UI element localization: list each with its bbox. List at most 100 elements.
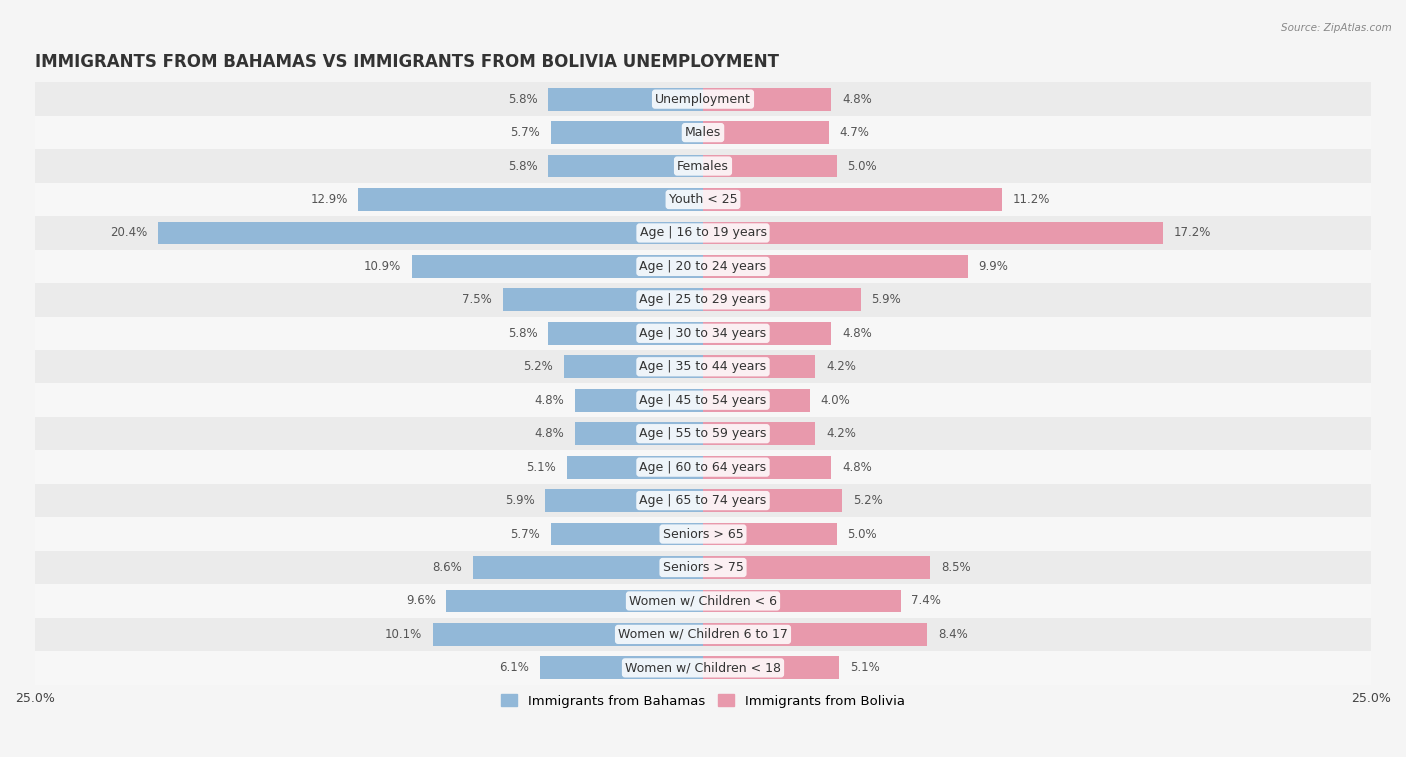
Bar: [35, 651, 1371, 684]
Text: 4.0%: 4.0%: [821, 394, 851, 407]
Text: Age | 30 to 34 years: Age | 30 to 34 years: [640, 327, 766, 340]
Bar: [703, 88, 831, 111]
Bar: [35, 217, 1371, 250]
Legend: Immigrants from Bahamas, Immigrants from Bolivia: Immigrants from Bahamas, Immigrants from…: [496, 689, 910, 713]
Bar: [551, 121, 703, 144]
Bar: [540, 656, 703, 679]
Bar: [703, 121, 828, 144]
Text: Males: Males: [685, 126, 721, 139]
Bar: [703, 255, 967, 278]
Bar: [35, 551, 1371, 584]
Text: 5.1%: 5.1%: [526, 460, 555, 474]
Bar: [703, 556, 931, 579]
Bar: [564, 355, 703, 378]
Text: 7.5%: 7.5%: [463, 294, 492, 307]
Bar: [35, 450, 1371, 484]
Bar: [703, 288, 860, 311]
Bar: [157, 222, 703, 245]
Bar: [35, 384, 1371, 417]
Bar: [35, 517, 1371, 551]
Bar: [35, 584, 1371, 618]
Bar: [575, 422, 703, 445]
Bar: [412, 255, 703, 278]
Bar: [548, 322, 703, 344]
Text: 4.8%: 4.8%: [842, 327, 872, 340]
Bar: [703, 322, 831, 344]
Text: 8.6%: 8.6%: [433, 561, 463, 574]
Text: Age | 20 to 24 years: Age | 20 to 24 years: [640, 260, 766, 273]
Text: 8.5%: 8.5%: [941, 561, 970, 574]
Text: 4.8%: 4.8%: [842, 92, 872, 106]
Bar: [703, 389, 810, 412]
Bar: [551, 522, 703, 545]
Bar: [548, 88, 703, 111]
Text: Age | 35 to 44 years: Age | 35 to 44 years: [640, 360, 766, 373]
Text: IMMIGRANTS FROM BAHAMAS VS IMMIGRANTS FROM BOLIVIA UNEMPLOYMENT: IMMIGRANTS FROM BAHAMAS VS IMMIGRANTS FR…: [35, 53, 779, 71]
Text: Age | 45 to 54 years: Age | 45 to 54 years: [640, 394, 766, 407]
Bar: [474, 556, 703, 579]
Text: 5.1%: 5.1%: [851, 662, 880, 674]
Text: 11.2%: 11.2%: [1012, 193, 1050, 206]
Text: 5.8%: 5.8%: [508, 160, 537, 173]
Text: Source: ZipAtlas.com: Source: ZipAtlas.com: [1281, 23, 1392, 33]
Bar: [703, 489, 842, 512]
Text: 5.2%: 5.2%: [852, 494, 883, 507]
Text: Women w/ Children < 6: Women w/ Children < 6: [628, 594, 778, 607]
Text: 4.8%: 4.8%: [534, 427, 564, 440]
Text: Youth < 25: Youth < 25: [669, 193, 737, 206]
Bar: [433, 623, 703, 646]
Bar: [703, 590, 901, 612]
Text: 5.2%: 5.2%: [523, 360, 554, 373]
Bar: [567, 456, 703, 478]
Bar: [35, 116, 1371, 149]
Text: Seniors > 75: Seniors > 75: [662, 561, 744, 574]
Bar: [703, 522, 837, 545]
Text: Females: Females: [678, 160, 728, 173]
Bar: [359, 188, 703, 211]
Bar: [703, 154, 837, 177]
Bar: [35, 417, 1371, 450]
Bar: [546, 489, 703, 512]
Text: 20.4%: 20.4%: [110, 226, 148, 239]
Bar: [35, 350, 1371, 384]
Text: 5.8%: 5.8%: [508, 327, 537, 340]
Text: Age | 25 to 29 years: Age | 25 to 29 years: [640, 294, 766, 307]
Text: Age | 65 to 74 years: Age | 65 to 74 years: [640, 494, 766, 507]
Bar: [35, 149, 1371, 182]
Bar: [575, 389, 703, 412]
Text: 17.2%: 17.2%: [1174, 226, 1211, 239]
Text: 4.8%: 4.8%: [842, 460, 872, 474]
Text: Age | 16 to 19 years: Age | 16 to 19 years: [640, 226, 766, 239]
Bar: [703, 188, 1002, 211]
Text: Women w/ Children < 18: Women w/ Children < 18: [626, 662, 780, 674]
Text: 5.9%: 5.9%: [872, 294, 901, 307]
Text: 4.2%: 4.2%: [825, 360, 856, 373]
Bar: [502, 288, 703, 311]
Text: Unemployment: Unemployment: [655, 92, 751, 106]
Text: 12.9%: 12.9%: [311, 193, 347, 206]
Text: 7.4%: 7.4%: [911, 594, 941, 607]
Bar: [548, 154, 703, 177]
Bar: [447, 590, 703, 612]
Text: 5.9%: 5.9%: [505, 494, 534, 507]
Text: Seniors > 65: Seniors > 65: [662, 528, 744, 540]
Text: 5.0%: 5.0%: [848, 528, 877, 540]
Text: 6.1%: 6.1%: [499, 662, 529, 674]
Bar: [35, 316, 1371, 350]
Bar: [35, 83, 1371, 116]
Text: 8.4%: 8.4%: [938, 628, 967, 641]
Text: 9.6%: 9.6%: [406, 594, 436, 607]
Bar: [703, 422, 815, 445]
Text: 5.0%: 5.0%: [848, 160, 877, 173]
Text: 4.8%: 4.8%: [534, 394, 564, 407]
Bar: [35, 618, 1371, 651]
Bar: [35, 283, 1371, 316]
Text: 5.7%: 5.7%: [510, 126, 540, 139]
Text: Age | 60 to 64 years: Age | 60 to 64 years: [640, 460, 766, 474]
Bar: [703, 623, 928, 646]
Text: 9.9%: 9.9%: [979, 260, 1008, 273]
Bar: [703, 656, 839, 679]
Bar: [35, 182, 1371, 217]
Bar: [35, 250, 1371, 283]
Text: 10.9%: 10.9%: [364, 260, 401, 273]
